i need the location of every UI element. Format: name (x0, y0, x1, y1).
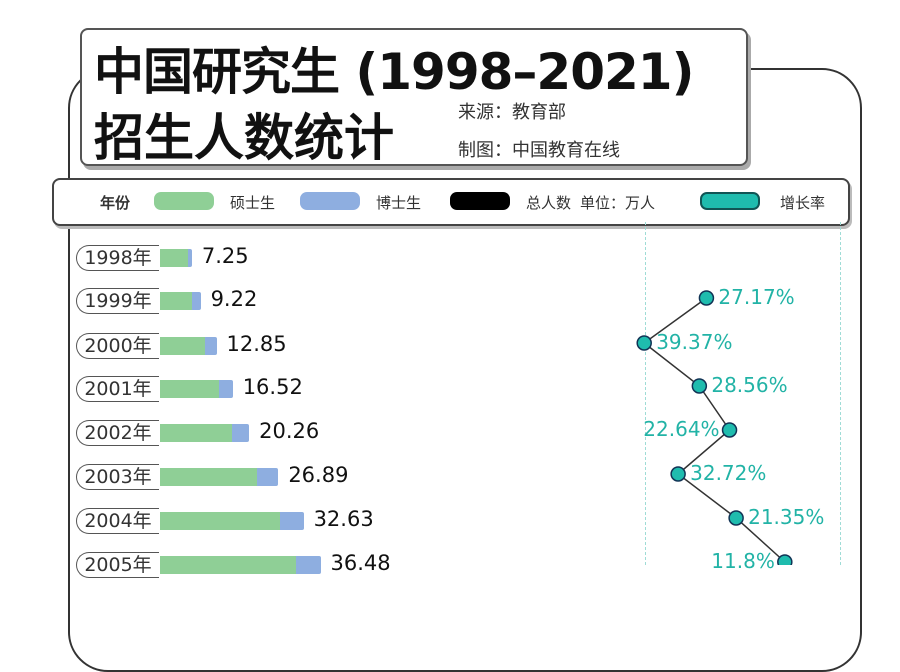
bar-master (160, 468, 257, 486)
growth-label: 32.72% (690, 461, 767, 485)
growth-point (636, 335, 652, 351)
bar-doctor (205, 337, 217, 355)
legend-year: 年份 (100, 194, 131, 212)
bar-doctor (191, 292, 201, 310)
bar-master (160, 424, 233, 442)
bar (160, 292, 201, 310)
bar (160, 512, 304, 530)
source-label: 来源：教育部 (458, 102, 566, 123)
year-label: 2003年 (76, 464, 159, 490)
legend-total: 总人数 (526, 194, 572, 212)
legend-growth: 增长率 (780, 194, 826, 212)
growth-label: 21.35% (748, 505, 825, 529)
bar-doctor (256, 468, 279, 486)
value-label: 9.22 (210, 287, 258, 311)
growth-label: 28.56% (711, 373, 788, 397)
bar-master (160, 337, 206, 355)
guide-line (840, 222, 841, 565)
year-label: 1998年 (76, 245, 159, 271)
growth-point (698, 290, 715, 306)
legend-doctor: 博士生 (376, 194, 422, 212)
legend-swatch-total (450, 192, 510, 210)
bar (160, 380, 233, 398)
year-label: 2004年 (76, 508, 159, 534)
bar (160, 337, 217, 355)
value-label: 26.89 (288, 463, 349, 487)
year-label: 2002年 (76, 420, 159, 446)
value-label: 12.85 (226, 332, 287, 356)
bar-doctor (232, 424, 250, 442)
growth-point (721, 422, 738, 438)
page-subtitle: 招生人数统计 (94, 109, 394, 167)
growth-label: 22.64% (643, 417, 720, 441)
year-label: 1999年 (76, 288, 159, 314)
bar-doctor (280, 512, 304, 530)
bar-master (160, 292, 192, 310)
growth-point (691, 378, 708, 394)
legend-unit: 单位：万人 (580, 194, 656, 212)
legend-swatch-growth (700, 192, 760, 210)
value-label: 16.52 (242, 375, 303, 399)
page-title: 中国研究生 (1998–2021) (94, 43, 694, 101)
growth-label: 39.37% (656, 330, 733, 354)
legend: 年份 硕士生 博士生 总人数 单位：万人 增长率 (52, 178, 850, 226)
bar-master (160, 512, 281, 530)
growth-label: 11.8% (711, 549, 775, 573)
year-label: 2001年 (76, 376, 159, 402)
legend-swatch-doctor (300, 192, 360, 210)
bar (160, 424, 250, 442)
value-label: 32.63 (313, 507, 374, 531)
title-box: 中国研究生 (1998–2021) 招生人数统计 来源：教育部 制图：中国教育在… (80, 28, 748, 167)
year-label: 2000年 (76, 333, 159, 359)
bar (160, 468, 279, 486)
bar (160, 249, 192, 267)
growth-label: 27.17% (718, 285, 795, 309)
legend-master: 硕士生 (230, 194, 276, 212)
value-label: 7.25 (201, 244, 249, 268)
bar-master (160, 249, 188, 267)
growth-point (728, 510, 744, 526)
maker-label: 制图：中国教育在线 (458, 140, 620, 161)
bar-doctor (187, 249, 192, 267)
growth-point (670, 466, 686, 482)
bar-master (160, 380, 219, 398)
growth-line-chart (636, 290, 793, 565)
legend-swatch-master (154, 192, 214, 210)
bar-doctor (218, 380, 233, 398)
growth-point (777, 554, 793, 565)
value-label: 20.26 (259, 419, 320, 443)
guide-line (645, 222, 646, 565)
